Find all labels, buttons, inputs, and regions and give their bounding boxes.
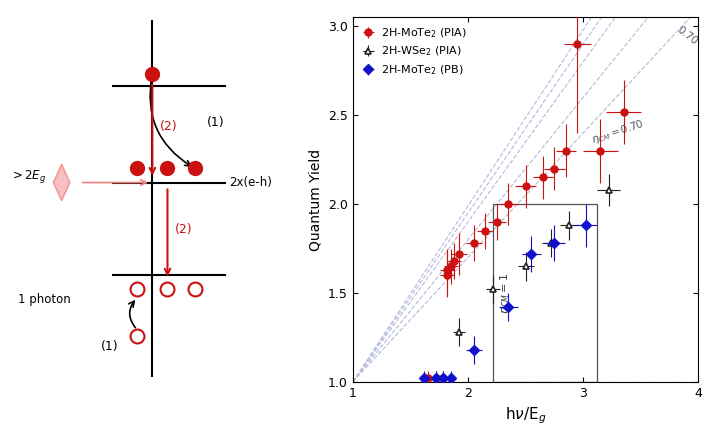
- Polygon shape: [53, 164, 70, 201]
- Text: $>2E_g$: $>2E_g$: [10, 168, 47, 185]
- Y-axis label: Quantum Yield: Quantum Yield: [308, 148, 323, 251]
- Text: (2): (2): [160, 120, 178, 133]
- Text: 0.70: 0.70: [675, 25, 700, 47]
- Text: 2x(e-h): 2x(e-h): [230, 176, 272, 189]
- Bar: [493, 204, 597, 382]
- Text: (2): (2): [175, 223, 193, 236]
- Text: $\eta_{CM}=0.70$: $\eta_{CM}=0.70$: [590, 117, 646, 147]
- Text: (1): (1): [207, 116, 225, 129]
- Legend: 2H-MoTe$_2$ (PIA), 2H-WSe$_2$ (PIA), 2H-MoTe$_2$ (PB): 2H-MoTe$_2$ (PIA), 2H-WSe$_2$ (PIA), 2H-…: [359, 23, 469, 80]
- Text: $\eta_{CM}=1$: $\eta_{CM}=1$: [498, 273, 512, 314]
- X-axis label: h$\nu$/E$_g$: h$\nu$/E$_g$: [505, 405, 546, 426]
- Text: (1): (1): [101, 340, 119, 353]
- Text: 1 photon: 1 photon: [18, 293, 71, 306]
